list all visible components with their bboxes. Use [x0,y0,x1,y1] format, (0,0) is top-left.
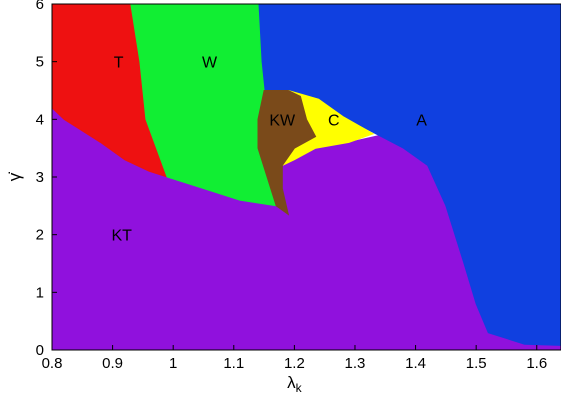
x-tick-label: 1.5 [466,355,487,372]
x-tick-label: 1.4 [405,355,426,372]
region-labels: T W KW C A KT [111,55,427,245]
y-tick-label: 1 [36,284,44,301]
region-label-w: W [202,55,218,72]
axis-labels: λk γ̇ [5,172,303,395]
region-label-t: T [114,55,124,72]
x-axis-label: λk [287,373,303,395]
x-tick-label: 1.1 [223,355,244,372]
y-tick-label: 0 [36,342,44,359]
y-tick-label: 6 [36,0,44,13]
region-kw [257,90,317,216]
region-label-kw: KW [269,112,296,129]
y-axis-ticks: 0 1 2 3 4 5 6 [36,0,57,359]
y-tick-label: 5 [36,54,44,71]
x-axis-ticks: 0.8 0.9 1 1.1 1.2 1.3 1.4 1.5 1.6 [42,345,547,372]
x-tick-label: 1.6 [526,355,547,372]
y-tick-label: 4 [36,111,44,128]
x-tick-label: 1.3 [345,355,366,372]
y-tick-label: 3 [36,169,44,186]
x-tick-label: 1 [169,355,177,372]
region-label-a: A [416,112,427,129]
region-label-c: C [328,112,340,129]
x-tick-label: 1.2 [284,355,305,372]
plot-regions [51,3,561,351]
y-axis-label: γ̇ [5,172,24,182]
region-label-kt: KT [111,228,132,245]
x-tick-label: 0.8 [42,355,63,372]
y-tick-label: 2 [36,227,44,244]
x-tick-label: 0.9 [102,355,123,372]
